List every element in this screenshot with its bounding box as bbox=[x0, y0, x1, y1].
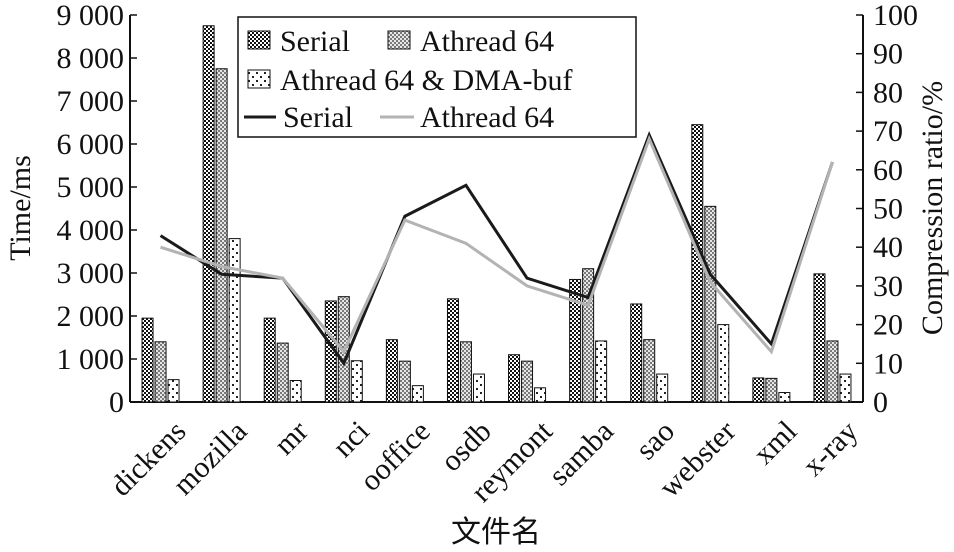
bar-sparse-dickens bbox=[167, 379, 180, 403]
legend-label-dma-bar: Athread 64 & DMA-buf bbox=[280, 64, 572, 97]
bar-checker-ooffice bbox=[385, 339, 398, 403]
bar-gray-checker-sao bbox=[643, 339, 656, 403]
bar-checker-xml bbox=[752, 377, 765, 403]
bar-sparse-xml bbox=[778, 392, 791, 403]
bar-checker-dickens bbox=[141, 317, 154, 403]
right-tick-label: 20 bbox=[873, 309, 903, 342]
bar-checker-samba bbox=[569, 278, 582, 403]
bar-checker-osdb bbox=[446, 298, 459, 403]
bar-gray-checker-mozilla bbox=[215, 68, 228, 403]
bar-checker-x-ray bbox=[813, 273, 826, 403]
left-tick-label: 7 000 bbox=[57, 85, 125, 118]
bar-gray-checker-dickens bbox=[154, 341, 167, 403]
left-tick-label: 3 000 bbox=[57, 257, 125, 290]
right-y-ticks: 0 10 20 30 40 50 60 70 80 90 100 bbox=[856, 0, 918, 419]
right-tick-label: 70 bbox=[873, 115, 903, 148]
bar-checker-mr bbox=[263, 317, 276, 403]
bar-sparse-sao bbox=[656, 373, 669, 403]
left-tick-label: 5 000 bbox=[57, 171, 125, 204]
x-tick-label: x-ray bbox=[796, 415, 864, 483]
legend-label-athread-bar: Athread 64 bbox=[420, 25, 554, 58]
legend-label-athread-line: Athread 64 bbox=[420, 101, 554, 134]
x-tick-label: samba bbox=[543, 415, 621, 493]
legend-box bbox=[237, 16, 637, 138]
bar-sparse-mr bbox=[289, 380, 302, 403]
left-tick-label: 8 000 bbox=[57, 42, 125, 75]
legend-swatch-dma-bar bbox=[247, 69, 271, 89]
left-tick-label: 9 000 bbox=[57, 0, 125, 32]
bar-gray-checker-osdb bbox=[459, 341, 472, 403]
lines-layer bbox=[159, 130, 834, 367]
x-axis-title: 文件名 bbox=[451, 516, 541, 549]
legend-swatch-serial-bar bbox=[247, 30, 271, 50]
bar-gray-checker-samba bbox=[582, 268, 595, 403]
bar-gray-checker-webster bbox=[704, 205, 717, 403]
bar-sparse-mozilla bbox=[228, 238, 241, 403]
left-tick-label: 6 000 bbox=[57, 128, 125, 161]
right-tick-label: 30 bbox=[873, 270, 903, 303]
bar-sparse-x-ray bbox=[839, 373, 852, 403]
left-tick-label: 4 000 bbox=[57, 214, 125, 247]
left-tick-label: 0 bbox=[109, 386, 124, 419]
y-axis-title: Time/ms bbox=[4, 155, 37, 261]
bar-gray-checker-mr bbox=[276, 342, 289, 403]
right-tick-label: 100 bbox=[873, 0, 918, 32]
bar-checker-mozilla bbox=[202, 25, 215, 403]
x-tick-label: xml bbox=[747, 415, 803, 471]
line-series-0 bbox=[159, 130, 834, 367]
right-tick-label: 40 bbox=[873, 231, 903, 264]
left-tick-label: 1 000 bbox=[57, 343, 125, 376]
legend-label-serial-bar: Serial bbox=[280, 25, 350, 58]
right-tick-label: 80 bbox=[873, 76, 903, 109]
legend: Serial Athread 64 Athread 64 & DMA-buf S… bbox=[237, 16, 637, 138]
bar-sparse-reymont bbox=[534, 387, 547, 403]
bar-gray-checker-ooffice bbox=[398, 360, 411, 403]
bars-layer bbox=[141, 25, 852, 403]
right-tick-label: 90 bbox=[873, 38, 903, 71]
legend-swatch-athread-bar bbox=[387, 30, 411, 50]
bar-sparse-nci bbox=[350, 360, 363, 403]
right-tick-label: 50 bbox=[873, 193, 903, 226]
bar-sparse-osdb bbox=[472, 373, 485, 403]
y2-axis-title: Compression ratio/% bbox=[916, 81, 949, 335]
bar-checker-sao bbox=[630, 303, 643, 403]
left-tick-label: 2 000 bbox=[57, 300, 125, 333]
right-tick-label: 0 bbox=[873, 386, 888, 419]
bar-gray-checker-reymont bbox=[521, 360, 534, 403]
bar-sparse-ooffice bbox=[411, 385, 424, 403]
bar-checker-reymont bbox=[508, 354, 521, 403]
bar-sparse-webster bbox=[717, 324, 730, 403]
bar-gray-checker-x-ray bbox=[826, 340, 839, 403]
x-tick-label: sao bbox=[630, 415, 682, 467]
bar-sparse-samba bbox=[595, 340, 608, 403]
x-tick-label: ooffice bbox=[354, 415, 437, 498]
right-tick-label: 10 bbox=[873, 347, 903, 380]
right-tick-label: 60 bbox=[873, 154, 903, 187]
bar-gray-checker-xml bbox=[765, 377, 778, 403]
line-series-1 bbox=[160, 134, 834, 355]
left-y-ticks: 0 1 000 2 000 3 000 4 000 5 000 6 000 7 000 8 00… bbox=[57, 0, 137, 419]
x-tick-label: nci bbox=[326, 415, 375, 464]
x-tick-label: mr bbox=[268, 415, 315, 462]
legend-label-serial-line: Serial bbox=[283, 101, 353, 134]
